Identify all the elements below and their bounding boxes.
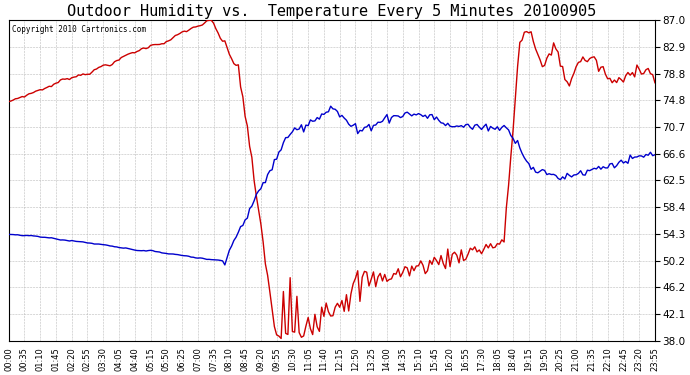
- Title: Outdoor Humidity vs.  Temperature Every 5 Minutes 20100905: Outdoor Humidity vs. Temperature Every 5…: [67, 4, 596, 19]
- Text: Copyright 2010 Cartronics.com: Copyright 2010 Cartronics.com: [12, 25, 146, 34]
